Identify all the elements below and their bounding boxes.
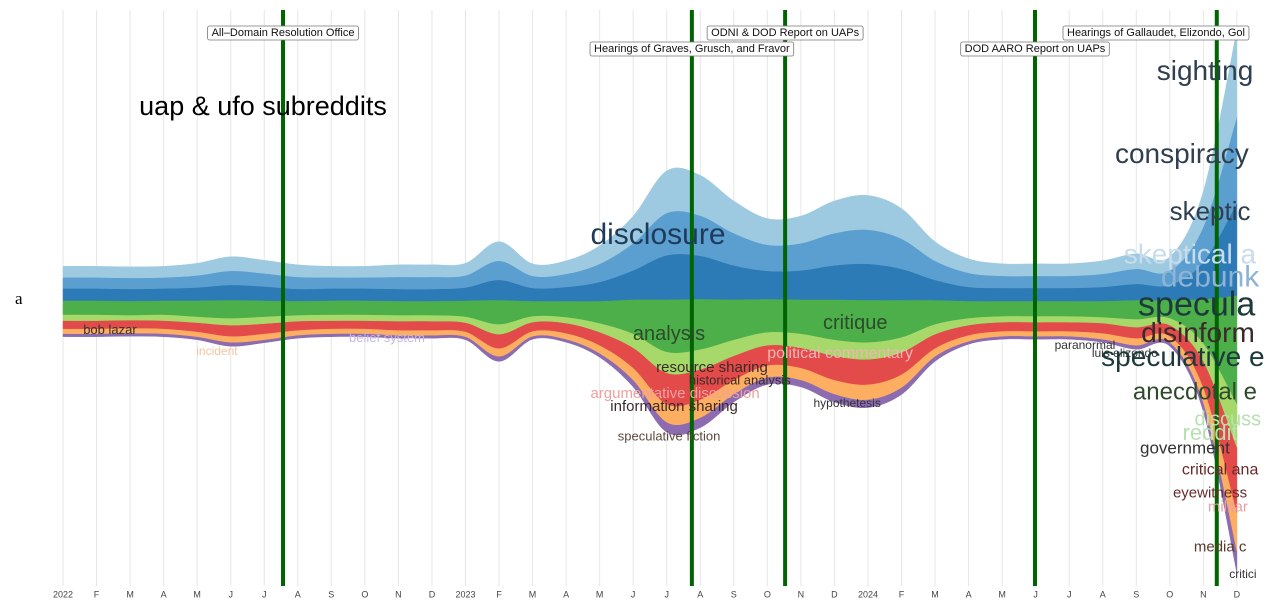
x-tick-label: M — [126, 589, 134, 599]
topic-label: speculative fiction — [618, 429, 721, 444]
topic-label: eyewitness — [1173, 484, 1247, 501]
x-tick-label: A — [966, 589, 972, 599]
topic-label: paranormal — [1055, 338, 1116, 352]
event-label: Hearings of Graves, Grusch, and Fravor — [594, 43, 790, 55]
x-tick-label: S — [1133, 589, 1139, 599]
topic-label: analysis — [633, 323, 705, 345]
x-tick-label: O — [361, 589, 368, 599]
topic-label: incident — [196, 344, 238, 358]
events: All–Domain Resolution Office Hearings of … — [207, 10, 1250, 586]
event-label: All–Domain Resolution Office — [212, 27, 355, 39]
chart-title: uap & ufo subreddits — [139, 91, 387, 121]
event-label-box — [1062, 25, 1250, 41]
topic-label: historical analysis — [689, 372, 791, 387]
x-tick-label: M — [529, 589, 537, 599]
x-tick-label: A — [295, 589, 301, 599]
event-label: ODNI & DOD Report on UAPs — [711, 27, 859, 39]
topic-labels: disclosure analysis critique political comm… — [83, 55, 1264, 581]
topic-label: discuss — [1194, 408, 1261, 430]
stream — [62, 30, 1238, 573]
x-tick-label: J — [1067, 589, 1072, 599]
topic-label: skeptic — [1170, 196, 1251, 226]
topic-label: bob lazar — [83, 322, 137, 337]
x-tick-label: M — [193, 589, 201, 599]
topic-label: disclosure — [590, 218, 725, 251]
topic-label: specula — [1138, 286, 1255, 324]
x-tick-label: A — [161, 589, 167, 599]
topic-label: resource sharing — [656, 359, 768, 376]
x-tick-label: A — [1100, 589, 1106, 599]
x-tick-label: M — [596, 589, 604, 599]
x-tick-label: J — [664, 589, 669, 599]
event-label-box — [960, 41, 1110, 57]
x-tick-label: D — [429, 589, 436, 599]
event-label-box — [706, 25, 864, 41]
topic-label: speculative e — [1101, 341, 1264, 372]
x-tick-label: S — [731, 589, 737, 599]
topic-label: critique — [823, 312, 887, 334]
x-tick-label: F — [899, 589, 905, 599]
event-label: Hearings of Gallaudet, Elizondo, Gol — [1067, 27, 1245, 39]
topic-label: argumentative discussion — [590, 385, 759, 402]
x-tick-label: N — [798, 589, 805, 599]
x-tick-label: 2023 — [455, 589, 475, 599]
x-tick-label: S — [328, 589, 334, 599]
topic-label: conspiracy — [1115, 138, 1249, 169]
topic-label: information sharing — [610, 398, 738, 415]
x-tick-label: 2022 — [53, 589, 73, 599]
topic-label: sighting — [1157, 55, 1254, 86]
topic-label: skeptical a — [1124, 239, 1257, 270]
x-tick-label: F — [496, 589, 502, 599]
topic-label: militar — [1208, 498, 1248, 515]
topic-label: disinform — [1141, 317, 1255, 348]
topic-label: luis elizondo — [1092, 346, 1158, 360]
x-tick-label: A — [563, 589, 569, 599]
x-tick-label: D — [1234, 589, 1241, 599]
topic-label: political commentary — [767, 345, 913, 362]
topic-label: media c — [1194, 539, 1247, 556]
x-tick-label: 2024 — [858, 589, 878, 599]
topic-label: hypothetesis — [813, 396, 880, 410]
topic-label: belief system — [349, 330, 425, 345]
x-tick-label: N — [1200, 589, 1207, 599]
x-tick-label: J — [631, 589, 636, 599]
x-tick-label: N — [395, 589, 402, 599]
topic-label: critici — [1229, 567, 1256, 581]
x-tick-label: J — [262, 589, 267, 599]
x-tick-label: A — [697, 589, 703, 599]
x-tick-label: J — [228, 589, 233, 599]
x-tick-label: J — [1033, 589, 1038, 599]
x-tick-label: O — [764, 589, 771, 599]
topic-label: critical ana — [1182, 462, 1259, 479]
panel-label: a — [15, 289, 23, 308]
topic-label: government — [1140, 439, 1230, 458]
x-tick-label: F — [94, 589, 100, 599]
x-tick-label: O — [1166, 589, 1173, 599]
x-tick-label: D — [831, 589, 838, 599]
event-label-box — [207, 25, 359, 41]
event-label: DOD AARO Report on UAPs — [965, 43, 1106, 55]
event-label-box — [589, 41, 795, 57]
x-tick-label: M — [998, 589, 1006, 599]
topic-label: reddit — [1183, 420, 1238, 445]
topic-label: debunk — [1161, 260, 1260, 293]
topic-label: anecdotal e — [1133, 378, 1257, 405]
x-tick-label: M — [931, 589, 939, 599]
